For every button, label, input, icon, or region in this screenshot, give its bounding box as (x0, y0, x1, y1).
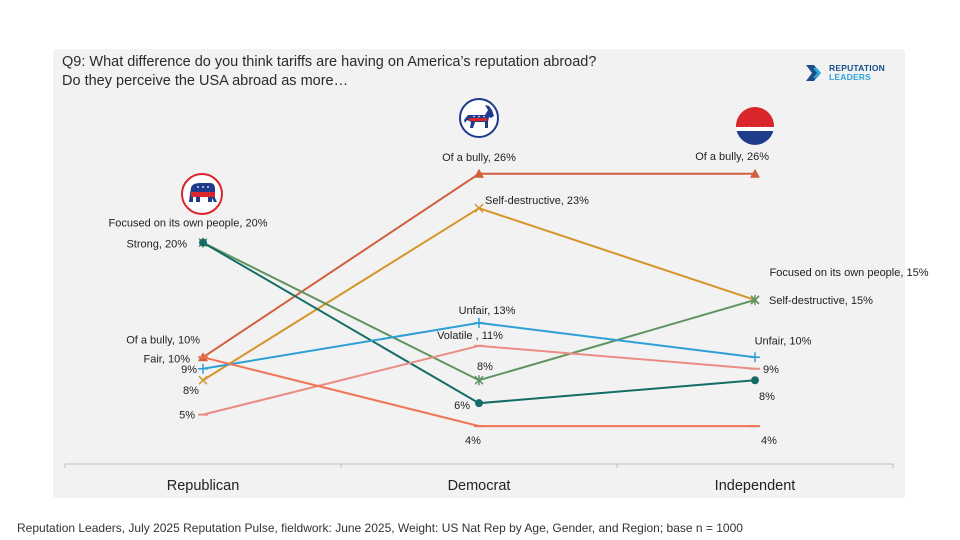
data-label-unfair-0: 9% (181, 364, 197, 376)
category-label-democrat: Democrat (448, 478, 511, 494)
data-label-self_destructive-0: 8% (183, 385, 199, 397)
series-layer (198, 168, 760, 428)
point-focused-1 (474, 375, 484, 386)
data-label-focused-0: Focused on its own people, 20% (109, 218, 268, 230)
x-axis (64, 463, 894, 468)
point-focused-2 (750, 294, 760, 305)
category-label-republican: Republican (167, 478, 240, 494)
point-self_destructive-0 (198, 375, 208, 385)
data-label-volatile-1: Volatile , 11% (437, 330, 503, 342)
data-label-self_destructive-2: Self-destructive, 15% (769, 295, 873, 307)
series-strong (199, 238, 759, 408)
series-fair (198, 356, 760, 428)
chart-title: Q9: What difference do you think tariffs… (62, 53, 682, 91)
point-strong-2 (751, 376, 759, 385)
data-label-volatile-0: 5% (179, 410, 195, 422)
independent-stars-icon: ★★★★★ (736, 107, 774, 145)
data-label-fair-2: 4% (761, 435, 777, 447)
point-strong-1 (475, 399, 483, 408)
series-volatile (198, 344, 760, 416)
category-labels: Republican Democrat Independent (167, 478, 796, 494)
data-label-unfair-2: Unfair, 10% (755, 335, 812, 347)
point-unfair-0 (198, 363, 208, 374)
logo-line-2: LEADERS (829, 71, 872, 82)
data-label-strong-1: 6% (454, 400, 470, 412)
chevron-logo-icon (806, 64, 821, 81)
reputation-leaders-logo: REPUTATION LEADERS (806, 64, 885, 81)
data-label-bully-2: Of a bully, 26% (695, 151, 769, 163)
data-label-bully-1: Of a bully, 26% (442, 152, 516, 164)
data-label-self_destructive-1: Self-destructive, 23% (485, 195, 589, 207)
footnote: Reputation Leaders, July 2025 Reputation… (17, 521, 743, 535)
data-label-volatile-2: 9% (763, 364, 779, 376)
point-unfair-2 (750, 352, 760, 363)
point-bully-1 (474, 168, 484, 178)
data-label-strong-0: Strong, 20% (126, 239, 187, 251)
data-label-fair-1: 4% (465, 435, 481, 447)
point-bully-2 (750, 168, 760, 178)
data-label-focused-1: 8% (477, 361, 493, 373)
category-label-independent: Independent (715, 478, 796, 494)
data-label-fair-0: Fair, 10% (144, 353, 191, 365)
democrat-donkey-icon (459, 98, 499, 138)
series-self_destructive (198, 203, 760, 385)
point-strong-0 (199, 238, 207, 247)
title-line-1: Q9: What difference do you think tariffs… (62, 54, 597, 70)
series-unfair (198, 317, 760, 374)
data-label-focused-2: Focused on its own people, 15% (770, 267, 929, 279)
title-line-2: Do they perceive the USA abroad as more… (62, 73, 349, 89)
point-unfair-1 (474, 317, 484, 328)
data-label-bully-0: Of a bully, 10% (126, 334, 200, 346)
data-label-strong-2: 8% (759, 391, 775, 403)
label-layer: Of a bully, 10% Of a bully, 26% Of a bully… (109, 151, 929, 447)
data-label-unfair-1: Unfair, 13% (459, 305, 516, 317)
republican-elephant-icon (181, 173, 223, 215)
point-self_destructive-1 (474, 203, 484, 213)
logo-line-1: REPUTATION (829, 63, 885, 73)
svg-text:★★★★★: ★★★★★ (742, 126, 769, 133)
